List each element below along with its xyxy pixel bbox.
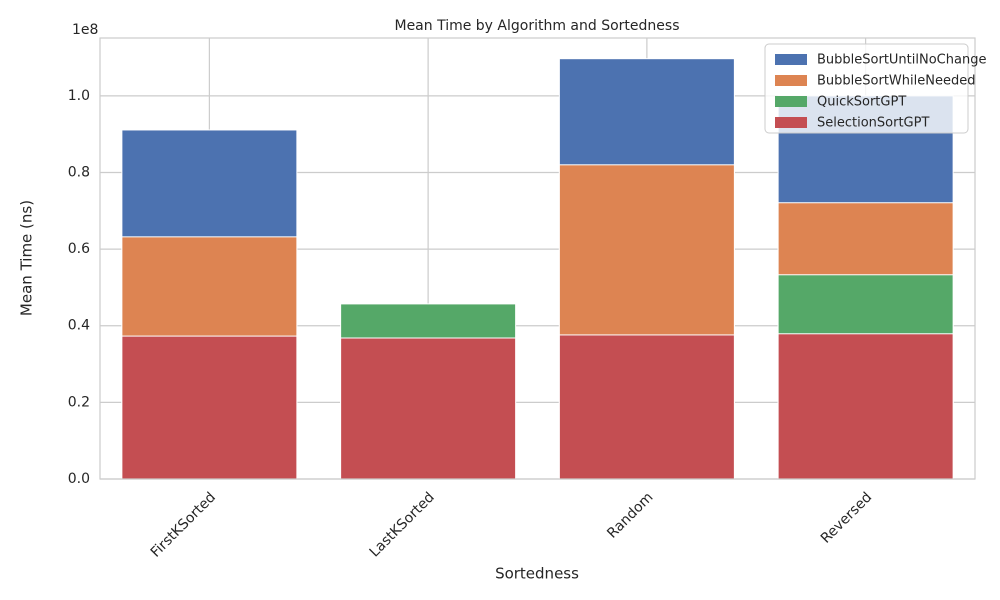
y-tick-label: 1.0	[68, 88, 90, 104]
legend-swatch	[775, 117, 807, 128]
legend-swatch	[775, 54, 807, 65]
bar	[558, 334, 735, 480]
legend-box	[764, 43, 969, 134]
y-tick-label: 0.0	[68, 471, 90, 487]
x-axis-label: Sortedness	[495, 565, 579, 583]
chart-title: Mean Time by Algorithm and Sortedness	[394, 18, 679, 34]
bars	[121, 58, 954, 480]
legend-label: BubbleSortUntilNoChange	[817, 53, 986, 68]
legend-swatch	[775, 75, 807, 86]
plot-frame	[99, 37, 976, 480]
legend-label: SelectionSortGPT	[817, 116, 929, 131]
legend-swatch	[775, 96, 807, 107]
legend: BubbleSortUntilNoChange BubbleSortWhileNe…	[764, 43, 986, 134]
y-axis-label: Mean Time (ns)	[18, 200, 36, 316]
legend-label: QuickSortGPT	[817, 95, 906, 110]
bar	[340, 337, 517, 480]
y-offset-label: 1e8	[72, 22, 98, 38]
bar	[777, 333, 954, 480]
legend-label: BubbleSortWhileNeeded	[817, 74, 975, 89]
y-tick-label: 0.8	[68, 164, 90, 180]
y-tick-label: 0.2	[68, 394, 90, 410]
y-tick-label: 0.6	[68, 241, 90, 257]
y-tick-label: 0.4	[68, 318, 90, 334]
bar	[121, 335, 298, 480]
